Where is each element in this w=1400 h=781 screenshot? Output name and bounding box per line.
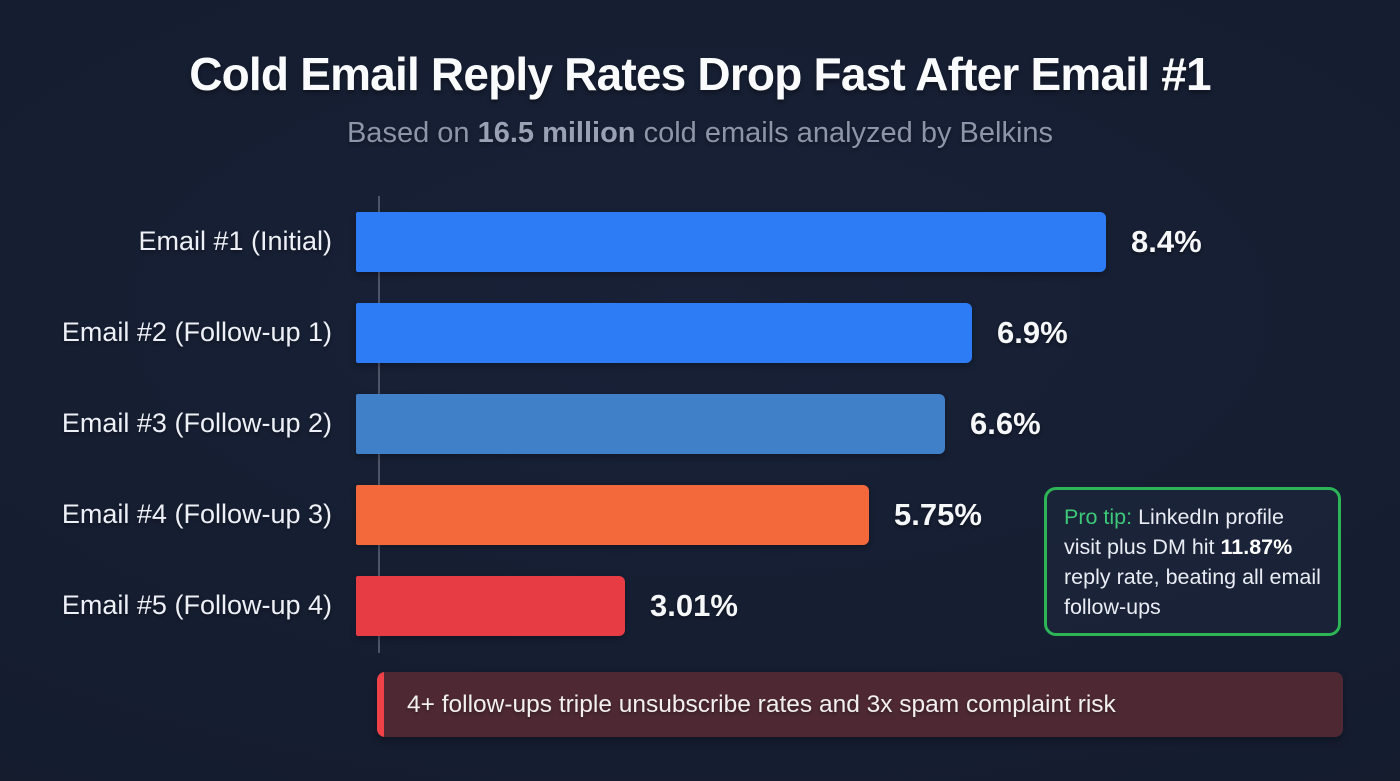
bar-track: 6.6% [356,393,1400,454]
bar [356,575,625,636]
value-label: 8.4% [1131,223,1202,259]
bar-track: 6.9% [356,302,1400,363]
subtitle-highlight: 16.5 million [477,117,636,149]
category-label: Email #5 (Follow-up 4) [61,590,332,620]
page-title: Cold Email Reply Rates Drop Fast After E… [189,48,1211,100]
subtitle-prefix: Based on [346,117,478,149]
chart-row: Email #1 (Initial) 8.4% [0,196,1400,287]
value-label: 3.01% [650,587,738,623]
pro-tip-callout: Pro tip: LinkedIn profile visit plus DM … [1044,487,1341,636]
chart-row: Email #3 (Follow-up 2) 6.6% [0,378,1400,469]
subtitle-suffix: cold emails analyzed by Belkins [635,117,1054,149]
bar [356,484,869,545]
bar-chart: Email #1 (Initial) 8.4% Email #2 (Follow… [0,196,1400,651]
chart-row: Email #5 (Follow-up 4) 3.01% [0,560,1400,651]
category-label: Email #1 (Initial) [138,226,332,256]
bar-track: 3.01% [356,575,1400,636]
bar-track: 8.4% [356,211,1400,272]
warning-accent-bar [377,672,384,737]
pro-tip-text-after: reply rate, beating all email follow-ups [1064,565,1321,619]
warning-banner: 4+ follow-ups triple unsubscribe rates a… [377,672,1343,737]
chart-row: Email #2 (Follow-up 1) 6.9% [0,287,1400,378]
category-label: Email #4 (Follow-up 3) [61,499,332,529]
value-label: 6.9% [997,314,1068,350]
pro-tip-highlight: 11.87% [1220,535,1293,559]
warning-text: 4+ follow-ups triple unsubscribe rates a… [407,690,1116,718]
subtitle: Based on 16.5 million cold emails analyz… [0,117,1400,150]
bar [356,211,1106,272]
pro-tip-label: Pro tip: [1064,505,1133,529]
pro-tip-text-before: LinkedIn profile visit plus DM hit [1064,505,1284,559]
value-label: 5.75% [894,496,982,532]
bar [356,393,945,454]
bar-track: 5.75% [356,484,1400,545]
value-label: 6.6% [970,405,1041,441]
bar [356,302,972,363]
chart-row: Email #4 (Follow-up 3) 5.75% [0,469,1400,560]
category-label: Email #3 (Follow-up 2) [61,408,332,438]
category-label: Email #2 (Follow-up 1) [61,317,332,347]
